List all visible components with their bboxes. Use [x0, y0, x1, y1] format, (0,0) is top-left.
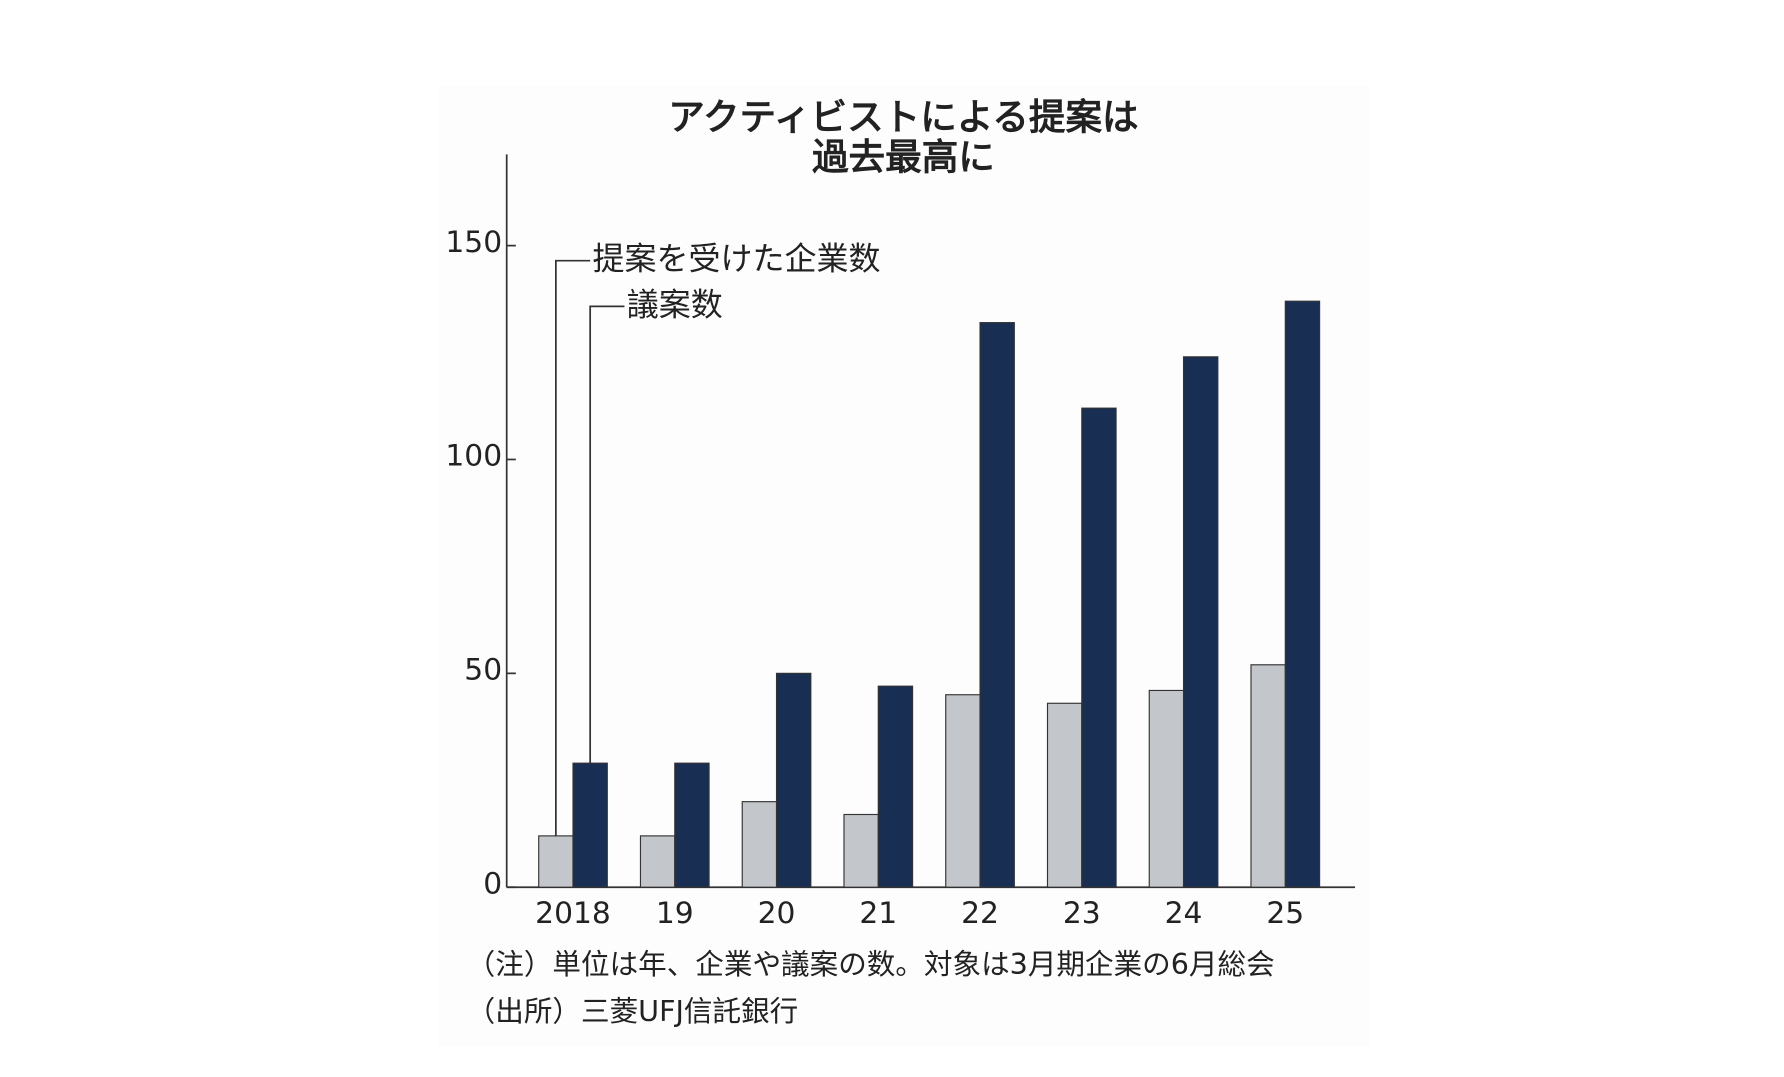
x-tick-label: 23 — [1063, 896, 1101, 931]
bar — [741, 801, 778, 888]
legend-label: 議案数 — [627, 285, 723, 323]
bar — [1182, 356, 1219, 888]
x-tick-label: 24 — [1165, 896, 1203, 931]
y-tick-label: 50 — [464, 653, 502, 688]
bar — [877, 685, 914, 888]
bar — [1046, 702, 1083, 888]
legend-label: 提案を受けた企業数 — [592, 240, 880, 278]
bar — [1148, 689, 1185, 888]
bar — [538, 835, 574, 888]
bar — [1250, 664, 1286, 888]
bar — [945, 694, 981, 888]
x-tick-label: 22 — [961, 896, 999, 931]
chart-title: アクティビストによる提案は — [668, 95, 1138, 138]
source: （出所）三菱UFJ信託銀行 — [467, 994, 799, 1028]
bar — [775, 672, 812, 888]
chart-title: 過去最高に — [812, 135, 995, 178]
y-tick-label: 0 — [483, 866, 502, 901]
bar — [843, 813, 879, 888]
bar — [1081, 407, 1117, 888]
x-tick-label: 19 — [656, 896, 694, 931]
bar — [639, 835, 676, 888]
x-tick-label: 25 — [1266, 896, 1304, 931]
x-tick-label: 20 — [758, 896, 796, 931]
bar — [674, 762, 710, 888]
legend-leader — [589, 305, 625, 764]
y-tick-label: 100 — [445, 439, 502, 474]
x-tick-label: 2018 — [535, 896, 611, 931]
y-tick-label: 150 — [445, 225, 502, 260]
x-tick-label: 21 — [859, 896, 897, 931]
bar — [979, 322, 1015, 888]
bar — [572, 762, 608, 888]
note: （注）単位は年、企業や議案の数。対象は3月期企業の6月総会 — [467, 947, 1275, 981]
legend-leader — [555, 259, 591, 836]
bar — [1284, 300, 1321, 888]
